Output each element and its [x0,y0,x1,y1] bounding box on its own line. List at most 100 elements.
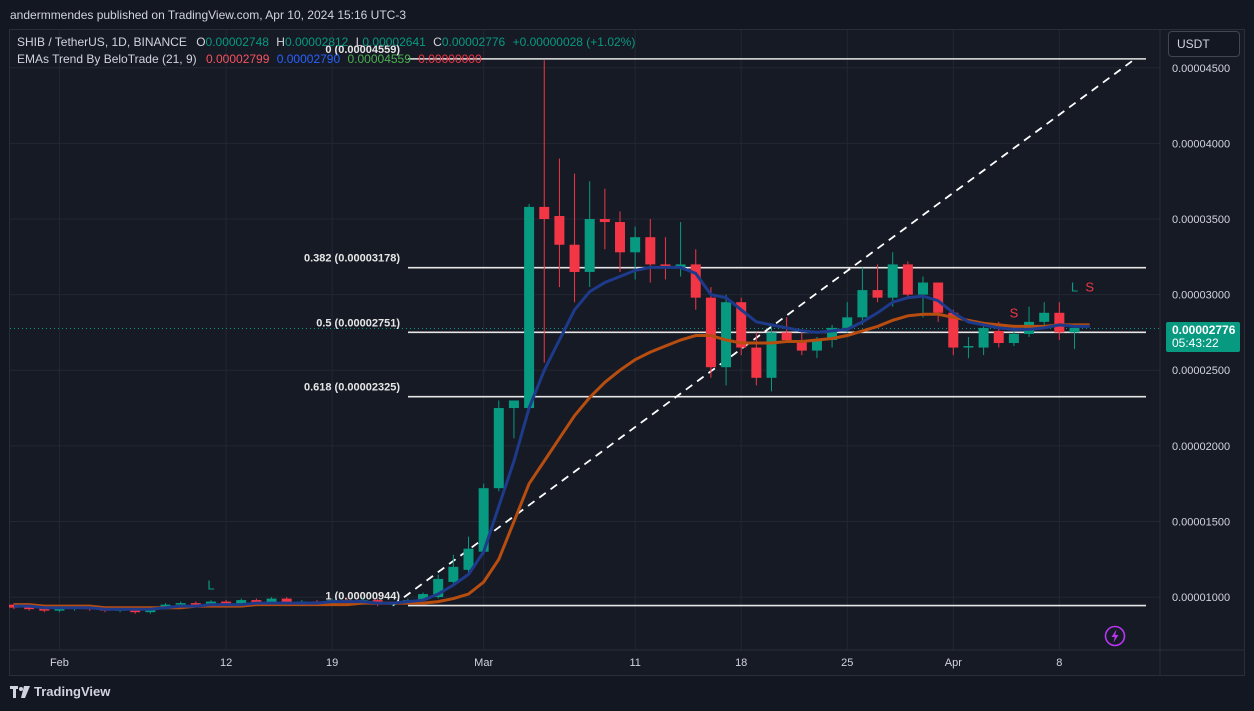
footer-brand[interactable]: TradingView [10,684,110,699]
candle-body [266,598,277,604]
currency-label: USDT [1177,37,1210,51]
last-price-tag: 0.00002776 05:43:22 [1166,322,1240,352]
open-label: O [196,35,206,49]
candle-body [281,598,292,604]
candle-body [463,548,474,570]
signal-label: S [1010,305,1019,320]
price-tick-label: 0.00004500 [1172,63,1230,75]
grid [10,30,1245,676]
close-value: 0.00002776 [441,35,506,49]
candle-body [872,290,883,298]
candle-body [721,302,732,368]
candle-body [24,606,35,610]
candle-body [796,340,807,351]
time-tick-label: 25 [841,657,853,669]
candle-body [751,347,762,378]
candle-body [599,219,610,223]
fib-level-label: 1 (0.00000944) [325,591,400,603]
time-tick-label: Apr [945,657,962,669]
candle-body [418,594,429,601]
tradingview-logo-icon [10,685,30,698]
candle-body [842,317,853,328]
candle-body [630,237,641,253]
ema9-value: 0.00002790 [276,52,341,66]
candle-body [478,488,489,552]
indicator-title: EMAs Trend By BeloTrade (21, 9) [17,52,197,66]
candle-body [524,206,535,409]
candle-body [1069,327,1080,333]
low-label: L [355,35,363,49]
fib-level-label: 0.382 (0.00003178) [304,253,400,265]
price-tick-label: 0.00001000 [1172,592,1230,604]
candle-body [1054,312,1065,333]
candle-body [781,332,792,340]
price-tick-label: 0.00004000 [1172,138,1230,150]
candle-body [948,312,959,348]
close-label: C [433,35,442,49]
indicator-legend[interactable]: EMAs Trend By BeloTrade (21, 9) 0.000027… [17,52,482,66]
time-tick-label: 8 [1056,657,1062,669]
time-tick-label: Mar [474,657,493,669]
signals: LSL S [207,280,1094,593]
change-value: +0.00000028 (+1.02%) [512,35,636,49]
candle-body [615,222,625,253]
high-label: H [276,35,285,49]
candle-body [902,264,913,295]
time-axis[interactable]: Feb 12 19 Mar 11 18 25 Apr 8 [50,657,1062,669]
time-tick-label: Feb [50,657,69,669]
candle-body [433,578,444,598]
fib-level-label: 0 (0.00004559) [325,44,400,56]
publisher-header: andermmendes published on TradingView.co… [0,0,1254,29]
currency-button[interactable]: USDT [1168,31,1240,57]
footer-brand-label: TradingView [34,684,111,699]
candle-body [736,302,747,348]
candle-body [175,603,186,605]
signal-label: L [207,578,214,593]
candle-body [190,603,201,605]
indicator-value-3: 0.00004559 [347,52,411,66]
candles [9,60,1080,614]
candle-body [811,340,822,351]
candle-body [448,566,459,582]
lightning-icon[interactable] [1104,625,1126,647]
candle-body [160,604,171,608]
signal-label: L [1071,280,1078,295]
candle-body [827,327,838,340]
price-tick-label: 0.00002500 [1172,365,1230,377]
candle-body [690,264,701,298]
candle-body [993,330,1004,344]
bar-countdown: 05:43:22 [1172,336,1219,350]
last-price-value: 0.00002776 [1172,323,1236,337]
candle-body [569,244,580,272]
candle-body [887,264,898,298]
candle-body [978,327,989,348]
candle-body [236,600,247,605]
price-tick-label: 0.00001500 [1172,516,1230,528]
ema-lines [14,265,1090,611]
candle-body [1039,312,1050,322]
fib-level-label: 0.618 (0.00002325) [304,382,400,394]
ema-fast-line [14,265,1090,611]
candle-body [539,206,550,220]
candle-body [705,297,716,368]
fib-level-label: 0.5 (0.00002751) [316,317,400,329]
indicator-value-4: 0.00000000 [418,52,482,66]
symbol-legend[interactable]: SHIB / TetherUS, 1D, BINANCE O0.00002748… [17,35,635,49]
chart-frame[interactable] [9,29,1245,676]
price-tick-label: 0.00003000 [1172,290,1230,302]
candle-body [554,216,565,245]
candle-body [645,237,656,265]
symbol-title: SHIB / TetherUS, 1D, BINANCE [17,35,187,49]
ema21-value: 0.00002799 [205,52,270,66]
signal-label: S [1085,280,1094,295]
price-axis[interactable]: 0.00004500 0.00004000 0.00003500 0.00003000… [1172,63,1230,604]
time-tick-label: 12 [220,657,232,669]
candle-body [963,346,974,348]
price-tick-label: 0.00003500 [1172,214,1230,226]
publisher-line: andermmendes published on TradingView.co… [10,7,407,22]
candle-body [933,282,944,313]
time-tick-label: 11 [629,657,640,669]
candle-body [857,290,868,318]
time-tick-label: 18 [735,657,747,669]
